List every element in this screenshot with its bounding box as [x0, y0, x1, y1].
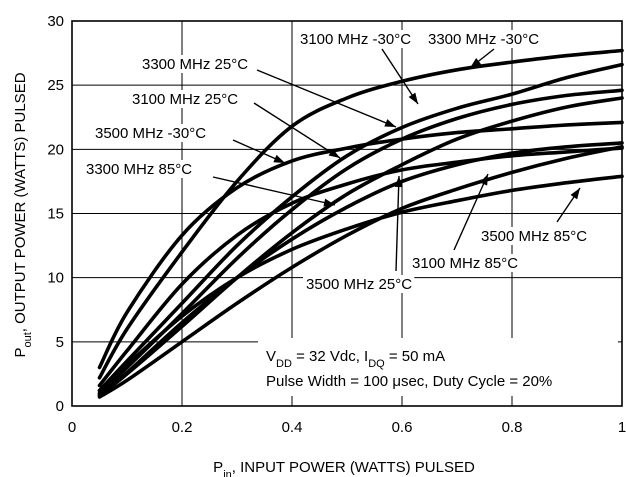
series-label-3100-mhz-25c: 3100 MHz 25°C	[132, 91, 238, 108]
y-tick-label-0: 0	[56, 398, 64, 415]
series-line-3100-mhz-85c	[97, 145, 624, 399]
series-label-bg-3300-mhz-85c	[83, 160, 195, 178]
series-line-3500-mhz-30c	[97, 120, 624, 370]
series-label-bg-3500-mhz-30c	[92, 124, 212, 142]
x-tick-label-0: 0	[68, 419, 76, 436]
y-tick-label-2: 10	[47, 270, 64, 287]
leader-line-3100-mhz-85c	[453, 173, 489, 251]
leader-line-3300-mhz-85c	[212, 176, 336, 206]
series-line-3500-mhz-25c	[97, 146, 624, 388]
plot-frame	[71, 20, 623, 407]
leader-arrowhead-3100-mhz-25c	[328, 148, 340, 158]
series-label-bg-3300-mhz-25c	[139, 55, 251, 73]
series-label-3100-mhz-30c: 3100 MHz -30°C	[300, 31, 411, 48]
series-line-3300-mhz-85c	[97, 141, 624, 397]
series-label-bg-3300-mhz-30c	[425, 30, 545, 48]
leader-arrowhead-3300-mhz-25c	[384, 119, 396, 127]
series-label-bg-3500-mhz-85c	[478, 227, 590, 245]
series-label-bg-3100-mhz-30c	[297, 30, 417, 48]
series-line-3100-mhz-25c	[97, 96, 624, 398]
series-line-3100-mhz-30c	[97, 62, 624, 393]
conditions-line-1: VDD = 32 Vdc, IDQ = 50 mA	[266, 348, 445, 370]
y-tick-label-5: 25	[47, 77, 64, 94]
leader-arrowhead-3300-mhz-30c	[470, 58, 482, 68]
series-line-3500-mhz-85c	[97, 174, 624, 393]
y-tick-label-1: 5	[56, 334, 64, 351]
x-tick-label-2: 0.4	[282, 419, 303, 436]
x-axis-title: Pin, INPUT POWER (WATTS) PULSED	[213, 459, 475, 477]
leader-arrowhead-3300-mhz-85c	[323, 198, 335, 207]
series-label-3500-mhz-25c: 3500 MHz 25°C	[306, 276, 412, 293]
leader-arrowhead-3100-mhz-85c	[479, 174, 488, 186]
leader-line-3500-mhz-25c	[395, 175, 400, 272]
series-label-bg-3100-mhz-25c	[129, 90, 241, 108]
y-tick-label-3: 15	[47, 206, 64, 223]
series-label-3300-mhz-30c: 3300 MHz -30°C	[428, 31, 539, 48]
x-tick-label-1: 0.2	[172, 419, 193, 436]
label-leaders	[212, 48, 581, 272]
leader-line-3300-mhz-25c	[256, 69, 397, 128]
series-label-3500-mhz-85c: 3500 MHz 85°C	[481, 228, 587, 245]
leader-arrowhead-3500-mhz-30c	[273, 154, 285, 163]
y-tick-label-4: 20	[47, 141, 64, 158]
series-label-bg-3500-mhz-25c	[303, 275, 415, 293]
x-tick-label-4: 0.8	[502, 419, 523, 436]
series-label-3300-mhz-85c: 3300 MHz 85°C	[86, 161, 192, 178]
y-tick-label-6: 30	[47, 13, 64, 30]
leader-line-3100-mhz-25c	[253, 102, 341, 159]
leader-arrowhead-3500-mhz-85c	[570, 188, 580, 200]
x-tick-label-3: 0.6	[392, 419, 413, 436]
series-label-3500-mhz-30c: 3500 MHz -30°C	[95, 125, 206, 142]
grid	[71, 20, 623, 407]
y-axis-title: Pout, OUTPUT POWER (WATTS) PULSED	[12, 72, 34, 357]
leader-arrowhead-3500-mhz-25c	[394, 176, 403, 188]
series-label-3100-mhz-85c: 3100 MHz 85°C	[412, 255, 518, 272]
conditions-line-2: Pulse Width = 100 μsec, Duty Cycle = 20%	[266, 373, 552, 390]
x-tick-label-5: 1	[618, 419, 626, 436]
leader-arrowhead-3100-mhz-30c	[408, 92, 418, 104]
series-label-3300-mhz-25c: 3300 MHz 25°C	[142, 56, 248, 73]
conditions-box	[258, 338, 618, 396]
curves	[97, 48, 624, 399]
series-labels: 3100 MHz -30°C 3300 MHz -30°C 3300 MHz 25°…	[83, 30, 590, 293]
series-label-bg-3100-mhz-85c	[409, 254, 521, 272]
